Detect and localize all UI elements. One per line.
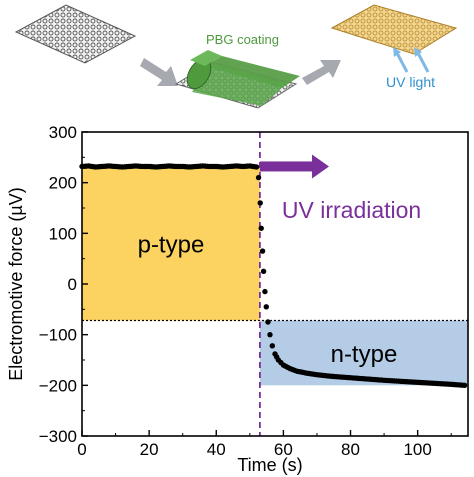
data-point [269, 343, 276, 349]
x-tick-label: 100 [403, 440, 431, 459]
uv-irradiation-arrowhead [312, 154, 330, 179]
process-arrow-icon [302, 60, 341, 85]
y-tick-label: 0 [68, 275, 77, 294]
y-tick-label: 300 [49, 123, 77, 142]
x-axis-label: Time (s) [237, 455, 302, 475]
region-label-p-type: p-type [138, 231, 205, 258]
data-point [265, 319, 271, 325]
x-tick-label: 40 [207, 440, 226, 459]
coating-label: PBG coating [206, 32, 279, 47]
chart: p-type n-type 0 20 40 60 80 100 300 200 100 0 −100… [6, 123, 469, 475]
x-tick-label: 0 [77, 440, 86, 459]
process-arrow-icon [140, 58, 178, 86]
data-point [255, 174, 262, 181]
data-point [263, 304, 269, 310]
uv-irradiation-arrow [259, 161, 314, 172]
mesh-sheet-icon [14, 4, 137, 64]
data-point [253, 164, 260, 170]
data-point [258, 225, 264, 231]
y-axis-label: Electromotive force (µV) [6, 187, 26, 380]
region-n-type [259, 320, 468, 386]
x-tick-label: 60 [274, 440, 293, 459]
data-point [257, 200, 263, 206]
data-point [259, 248, 266, 254]
schematic: PBG coating UV light [14, 4, 458, 109]
uv-light-arrow-icon [393, 47, 430, 73]
data-point [262, 288, 268, 295]
y-tick-label: −100 [39, 326, 77, 345]
y-tick-label: 100 [49, 224, 77, 243]
y-tick-label: 200 [49, 174, 77, 193]
y-tick-label: −200 [39, 376, 77, 395]
region-label-n-type: n-type [331, 341, 398, 368]
uv-light-label: UV light [386, 74, 435, 90]
x-tick-label: 80 [341, 440, 360, 459]
uv-treated-sheet-icon [330, 4, 458, 55]
uv-irradiation-label: UV irradiation [282, 197, 421, 223]
region-p-type [82, 166, 260, 321]
coating-roller-icon [174, 50, 300, 109]
data-point [461, 382, 468, 389]
y-tick-label: −300 [39, 427, 77, 446]
x-tick-label: 20 [140, 440, 159, 459]
data-point [267, 331, 273, 338]
data-point [260, 268, 267, 275]
